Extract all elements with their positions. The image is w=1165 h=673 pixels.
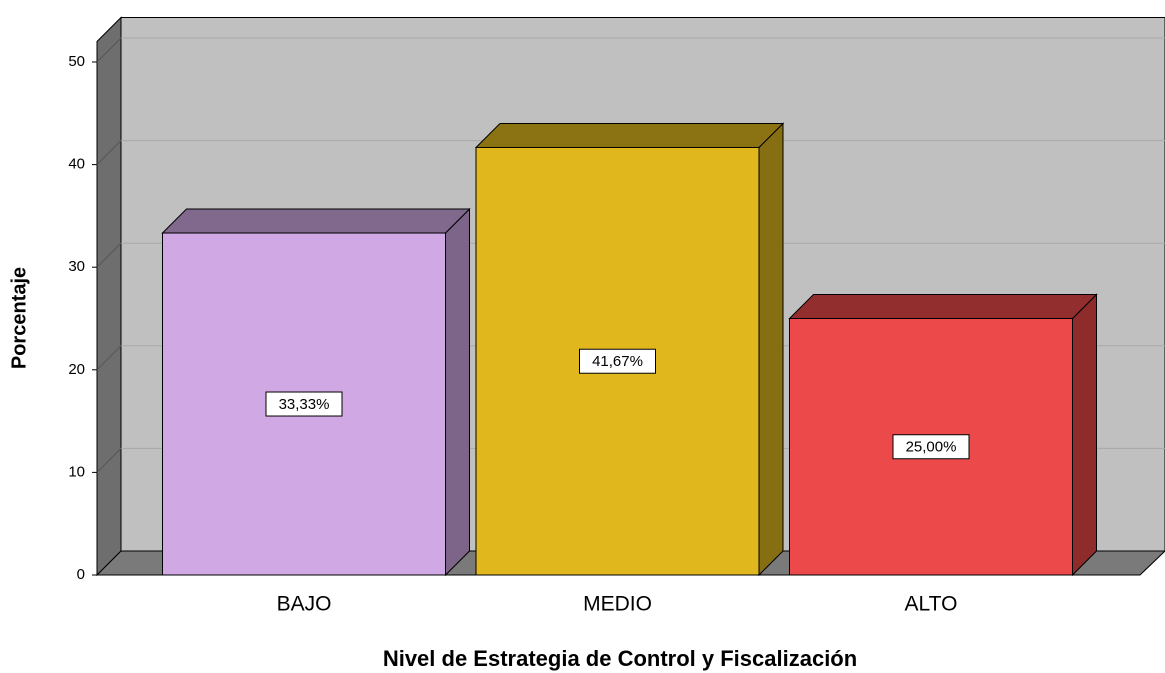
value-label: 25,00% bbox=[906, 439, 957, 456]
value-label: 33,33% bbox=[279, 396, 330, 413]
left-wall bbox=[96, 16, 122, 577]
grid-line bbox=[96, 140, 122, 165]
value-label-box bbox=[579, 348, 656, 374]
bar-top bbox=[474, 122, 785, 148]
y-tick-label: 20 bbox=[68, 361, 85, 378]
grid-line bbox=[96, 345, 122, 371]
bar-top bbox=[788, 294, 1098, 319]
x-tick-label: ALTO bbox=[905, 593, 958, 616]
bar-side bbox=[758, 122, 784, 577]
x-tick-label: BAJO bbox=[277, 593, 332, 616]
y-axis-title: Porcentaje bbox=[8, 267, 30, 369]
grid-line bbox=[96, 448, 122, 473]
x-tick-label: MEDIO bbox=[583, 593, 652, 616]
y-tick-label: 0 bbox=[77, 566, 85, 583]
y-tick-label: 10 bbox=[68, 463, 85, 480]
y-tick-label: 40 bbox=[68, 156, 85, 173]
bar-side bbox=[445, 207, 470, 577]
y-tick-label: 30 bbox=[68, 258, 85, 275]
value-label-box bbox=[892, 434, 970, 460]
grid-line bbox=[96, 242, 122, 268]
value-label-box bbox=[265, 391, 343, 417]
x-axis-title: Nivel de Estrategia de Control y Fiscali… bbox=[383, 646, 857, 671]
bar bbox=[162, 232, 446, 576]
value-label: 41,67% bbox=[592, 353, 643, 370]
bar-top bbox=[161, 208, 471, 234]
grid-line bbox=[96, 37, 122, 63]
bar-side bbox=[1072, 293, 1097, 577]
y-tick-label: 50 bbox=[68, 53, 85, 70]
